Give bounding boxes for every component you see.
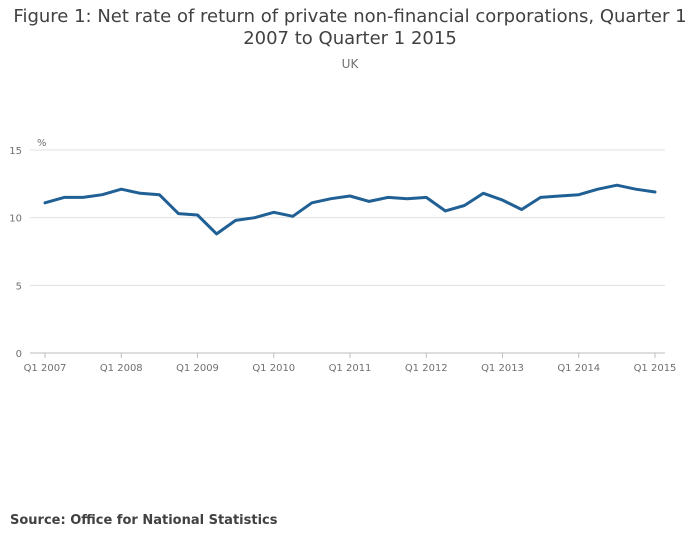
y-tick-label: 10 bbox=[9, 214, 22, 225]
chart-subtitle: UK bbox=[341, 57, 359, 71]
data-point bbox=[424, 195, 428, 199]
x-tick-label: Q1 2013 bbox=[481, 363, 524, 374]
data-point bbox=[215, 232, 219, 236]
data-point bbox=[176, 212, 180, 216]
data-point bbox=[539, 195, 543, 199]
chart-title: Figure 1: Net rate of return of private … bbox=[13, 6, 687, 49]
x-tick-label: Q1 2015 bbox=[634, 363, 677, 374]
series-layer bbox=[43, 183, 657, 236]
data-point bbox=[138, 191, 142, 195]
gridlines bbox=[30, 149, 665, 354]
y-tick-label: 5 bbox=[16, 281, 22, 292]
data-point bbox=[558, 194, 562, 198]
data-point bbox=[157, 193, 161, 197]
data-point bbox=[501, 198, 505, 202]
data-point bbox=[615, 183, 619, 187]
x-tick-label: Q1 2011 bbox=[329, 363, 372, 374]
data-point bbox=[62, 195, 66, 199]
data-point bbox=[348, 194, 352, 198]
x-tick-label: Q1 2008 bbox=[100, 363, 143, 374]
data-point bbox=[443, 209, 447, 213]
data-point bbox=[329, 197, 333, 201]
data-point bbox=[596, 187, 600, 191]
x-tick-label: Q1 2014 bbox=[557, 363, 600, 374]
data-point bbox=[81, 195, 85, 199]
x-axis: Q1 2007 Q1 2008 Q1 2009 Q1 2010 Q1 2011 Q1 20… bbox=[24, 353, 677, 374]
data-point bbox=[386, 195, 390, 199]
data-point bbox=[100, 193, 104, 197]
data-point bbox=[653, 190, 657, 194]
data-point bbox=[119, 187, 123, 191]
y-axis-unit-label: % bbox=[37, 138, 47, 149]
y-tick-label: 0 bbox=[16, 349, 22, 360]
data-point bbox=[577, 193, 581, 197]
data-point bbox=[634, 187, 638, 191]
x-tick-label: Q1 2010 bbox=[252, 363, 295, 374]
data-point bbox=[43, 201, 47, 205]
data-point bbox=[481, 191, 485, 195]
x-tick-label: Q1 2012 bbox=[405, 363, 448, 374]
series-line bbox=[43, 183, 657, 236]
data-point bbox=[367, 199, 371, 203]
x-tick-label: Q1 2007 bbox=[24, 363, 67, 374]
data-point bbox=[196, 213, 200, 217]
data-point bbox=[520, 208, 524, 212]
source-note: Source: Office for National Statistics bbox=[10, 513, 278, 528]
data-point bbox=[253, 216, 257, 220]
data-point bbox=[291, 214, 295, 218]
y-tick-label: 15 bbox=[9, 146, 22, 157]
data-point bbox=[405, 197, 409, 201]
data-point bbox=[310, 201, 314, 205]
data-point bbox=[462, 203, 466, 207]
data-point bbox=[272, 210, 276, 214]
data-point bbox=[234, 218, 238, 222]
y-axis: 0 5 10 15% bbox=[9, 138, 46, 360]
x-tick-label: Q1 2009 bbox=[176, 363, 219, 374]
